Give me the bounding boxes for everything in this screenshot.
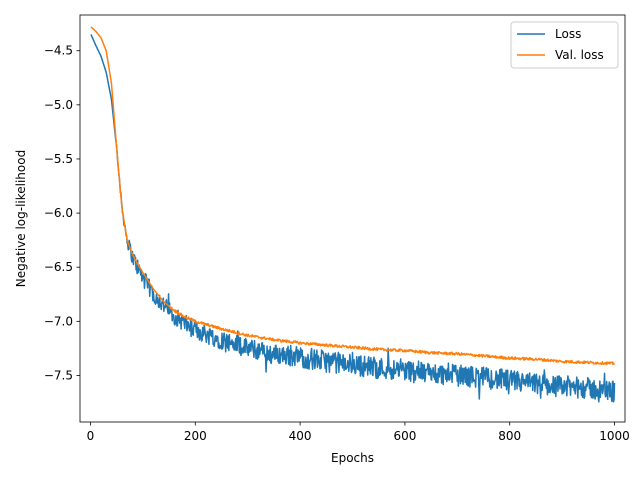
y-axis-ticks: −4.5 −5.0 −5.5 −6.0 −6.5 −7.0 −7.5 (44, 44, 80, 382)
y-tick-label: −4.5 (44, 44, 73, 58)
series-line-loss (90, 34, 616, 403)
x-axis-label: Epochs (331, 451, 374, 465)
y-tick-label: −6.0 (44, 206, 73, 220)
legend-label-val-loss: Val. loss (555, 48, 604, 62)
y-tick-label: −6.5 (44, 260, 73, 274)
legend-label-loss: Loss (555, 27, 581, 41)
x-tick-label: 1000 (599, 429, 630, 443)
series-layer (90, 26, 616, 403)
y-tick-label: −5.5 (44, 152, 73, 166)
x-tick-label: 800 (498, 429, 521, 443)
series-line-val-loss (90, 26, 615, 366)
x-tick-label: 400 (289, 429, 312, 443)
legend: Loss Val. loss (510, 21, 619, 69)
axes-frame (79, 14, 626, 423)
y-axis-label: Negative log-likelihood (14, 150, 28, 287)
y-tick-label: −5.0 (44, 98, 73, 112)
x-tick-label: 0 (87, 429, 95, 443)
plot-area (79, 14, 626, 423)
x-tick-label: 600 (393, 429, 416, 443)
x-axis-ticks: 0 200 400 600 800 1000 (87, 422, 630, 443)
x-tick-label: 200 (184, 429, 207, 443)
y-tick-label: −7.0 (44, 314, 73, 328)
y-tick-label: −7.5 (44, 368, 73, 382)
